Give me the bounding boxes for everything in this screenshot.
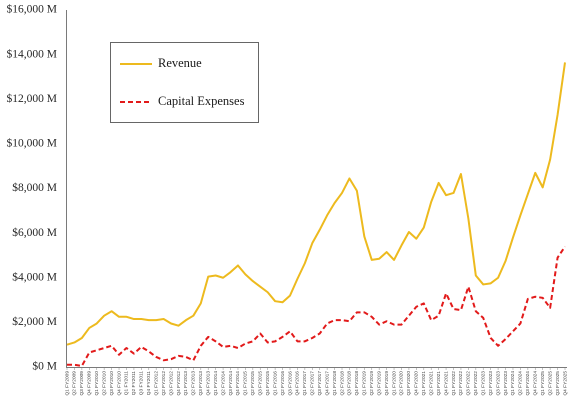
x-tick-label: Q1 FY2017 [302, 371, 308, 396]
x-tick-label: Q4 FY2019 [384, 371, 390, 396]
x-tick-label: Q2 FY2016 [280, 371, 286, 396]
x-tick-label: Q1 FY2012 [153, 371, 159, 396]
y-tick-label: $4,000 M [12, 270, 57, 283]
x-tick-label: Q2 FY2019 [369, 371, 375, 396]
x-tick-label: Q4 FY2024 [533, 371, 539, 396]
x-tick-label: Q4 FY2022 [473, 371, 479, 396]
legend-label-revenue: Revenue [158, 56, 202, 70]
x-tick-label: Q2 FY2023 [488, 371, 494, 396]
x-tick-label: Q2 FY2010 [101, 371, 107, 396]
x-tick-label: Q3 FY2023 [495, 371, 501, 396]
x-tick-label: Q2 FY2022 [458, 371, 464, 396]
x-tick-label: Q4 FY2010 [116, 371, 122, 396]
legend-label-capital-expenses: Capital Expenses [158, 94, 245, 108]
x-tick-label: Q1 FY2009 [64, 371, 70, 396]
x-tick-label: Q3 FY2022 [466, 371, 472, 396]
x-tick-label: Q4 FY2013 [205, 371, 211, 396]
x-tick-label: Q3 FY2014 [228, 371, 234, 396]
y-tick-label: $14,000 M [7, 47, 57, 60]
x-tick-label: Q4 FY2020 [414, 371, 420, 396]
revenue-line [66, 62, 566, 346]
x-tick-label: Q1 FY2023 [481, 371, 487, 396]
legend-box [110, 42, 259, 123]
y-tick-label: $16,000 M [7, 3, 57, 16]
x-tick-label: Q4 FY2023 [503, 371, 509, 396]
y-tick-label: $10,000 M [7, 137, 57, 150]
x-tick-label: Q3 FY2011 [139, 371, 145, 396]
x-tick-label: Q1 FY2022 [451, 371, 457, 396]
x-tick-label: Q4 FY2025 [562, 371, 568, 396]
y-tick-label: $6,000 M [12, 226, 57, 239]
x-tick-label: Q4 FY2011 [146, 371, 152, 396]
x-tick-label: Q3 FY2013 [198, 371, 204, 396]
x-tick-label: Q4 FY2009 [87, 371, 93, 396]
capital-expenses-line [67, 245, 566, 367]
x-tick-label: Q2 FY2014 [220, 371, 226, 396]
x-tick-label: Q3 FY2024 [525, 371, 531, 396]
y-tick-label: $2,000 M [12, 315, 57, 328]
x-tick-label: Q1 FY2025 [540, 371, 546, 396]
x-tick-label: Q1 FY2015 [243, 371, 249, 396]
x-tick-label: Q3 FY2019 [376, 371, 382, 396]
x-tick-label: Q2 FY2025 [547, 371, 553, 396]
y-tick-label: $8,000 M [12, 181, 57, 194]
x-tick-label: Q1 FY2010 [94, 371, 100, 396]
x-tick-label: Q1 FY2014 [213, 371, 219, 396]
x-tick-label: Q1 FY2021 [421, 371, 427, 396]
x-tick-label: Q2 FY2012 [161, 371, 167, 396]
x-tick-label: Q1 FY2016 [272, 371, 278, 396]
x-tick-label: Q4 FY2016 [295, 371, 301, 396]
x-tick-label: Q3 FY2018 [347, 371, 353, 396]
x-tick-label: Q4 FY2014 [235, 371, 241, 396]
y-tick-label: $0 M [32, 360, 57, 373]
x-tick-label: Q1 FY2024 [510, 371, 516, 396]
x-tick-label: Q2 FY2013 [191, 371, 197, 396]
x-axis-labels: Q1 FY2009 Q2 FY2009 Q3 FY2009 Q4 FY2009 Q1 F… [64, 371, 568, 396]
x-tick-label: Q4 FY2018 [354, 371, 360, 396]
y-tick-label: $12,000 M [7, 92, 57, 105]
x-tick-label: Q3 FY2025 [555, 371, 561, 396]
x-tick-label: Q2 FY2020 [399, 371, 405, 396]
x-tick-label: Q4 FY2017 [324, 371, 330, 396]
x-tick-label: Q3 FY2017 [317, 371, 323, 396]
x-tick-label: Q3 FY2016 [287, 371, 293, 396]
x-tick-label: Q3 FY2012 [168, 371, 174, 396]
x-tick-label: Q1 FY2020 [391, 371, 397, 396]
x-tick-label: Q2 FY2021 [428, 371, 434, 396]
x-tick-label: Q2 FY2024 [518, 371, 524, 396]
series-layer [66, 62, 566, 367]
x-tick-label: Q2 FY2018 [339, 371, 345, 396]
x-tick-label: Q3 FY2020 [406, 371, 412, 396]
x-tick-label: Q3 FY2010 [109, 371, 115, 396]
x-tick-label: Q2 FY2009 [72, 371, 78, 396]
x-tick-label: Q1 FY2013 [183, 371, 189, 396]
x-tick-label: Q2 FY2015 [250, 371, 256, 396]
x-tick-label: Q2 FY2011 [131, 371, 137, 396]
x-tick-label: Q2 FY2017 [310, 371, 316, 396]
x-tick-label: Q4 FY2015 [265, 371, 271, 396]
x-tick-label: Q1 FY2018 [332, 371, 338, 396]
x-tick-label: Q3 FY2021 [436, 371, 442, 396]
x-tick-label: Q1 FY2011 [124, 371, 130, 396]
x-tick-label: Q1 FY2019 [362, 371, 368, 396]
x-tick-label: Q3 FY2015 [258, 371, 264, 396]
legend: Revenue Capital Expenses [110, 42, 259, 123]
x-tick-label: Q3 FY2009 [79, 371, 85, 396]
x-tick-label: Q4 FY2021 [443, 371, 449, 396]
x-tick-label: Q4 FY2012 [176, 371, 182, 396]
y-axis-labels: $0 M $2,000 M $4,000 M $6,000 M $8,000 M $10,… [7, 3, 57, 373]
